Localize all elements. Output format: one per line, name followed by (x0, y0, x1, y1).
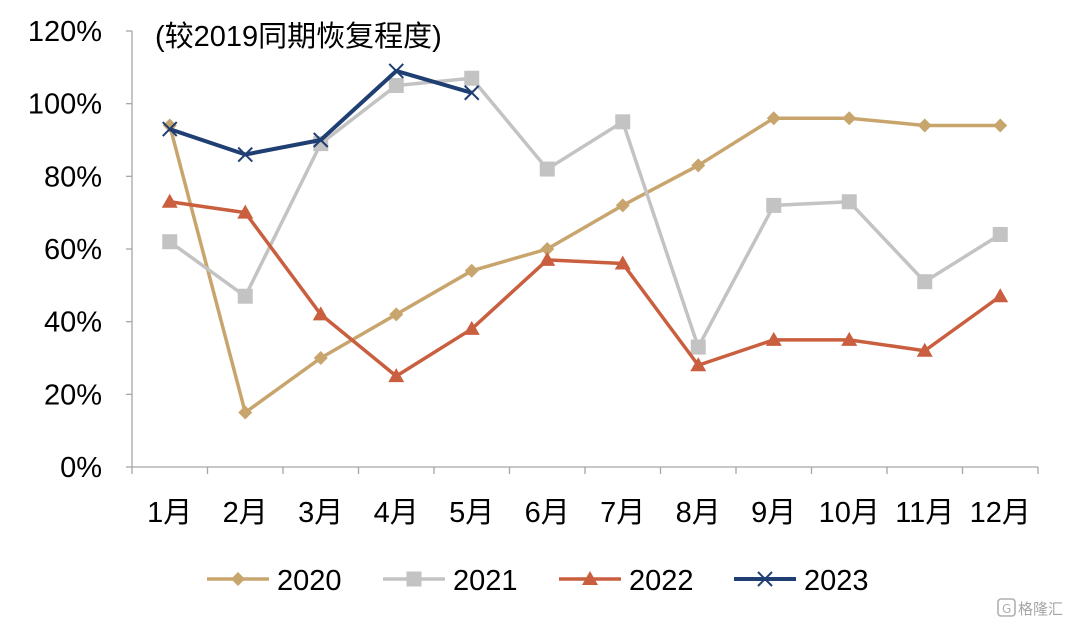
data-point (238, 405, 253, 420)
data-point (992, 226, 1008, 242)
legend-label: 2021 (453, 565, 518, 597)
y-tick-label: 60% (44, 234, 102, 266)
legend-item-2022: 2022 (559, 565, 694, 597)
data-point (917, 274, 933, 290)
x-tick-label: 5月 (449, 497, 494, 529)
x-tick-label: 10月 (819, 497, 880, 529)
y-tick-label: 40% (44, 307, 102, 339)
x-tick-label: 11月 (895, 497, 954, 529)
y-tick-label: 20% (44, 379, 102, 411)
data-point (388, 63, 404, 79)
data-point (916, 342, 933, 357)
data-point (766, 197, 782, 213)
legend-label: 2020 (277, 565, 342, 597)
axes: 0% 20% 40% 60% 80% 100% 120% 1月 2月 3月 4月 5月 6月 7月 8月 9月… (28, 16, 1039, 529)
data-point-stroke (388, 63, 404, 79)
data-point (237, 204, 254, 219)
legend: 2020 2021 2022 2023 (207, 565, 869, 597)
data-point (614, 255, 631, 270)
data-point (917, 118, 932, 133)
data-point (993, 118, 1008, 133)
x-tick-label: 9月 (751, 497, 796, 529)
data-point (766, 111, 781, 126)
data-point-stroke (162, 121, 178, 137)
data-point (690, 357, 707, 372)
data-point (463, 320, 480, 335)
data-point (615, 198, 630, 213)
data-point (841, 331, 858, 346)
series-layer (161, 63, 1009, 420)
watermark: G 格隆汇 (997, 598, 1063, 618)
x-tick-label: 3月 (298, 497, 343, 529)
data-point (539, 161, 555, 177)
data-point (237, 288, 253, 304)
legend-item-2023: 2023 (734, 565, 869, 597)
data-point (539, 251, 556, 266)
data-point (464, 70, 480, 86)
data-point (842, 111, 857, 126)
data-point (162, 121, 178, 137)
x-tick-label: 8月 (676, 497, 721, 529)
y-tick-label: 0% (60, 452, 102, 484)
data-point (313, 132, 329, 148)
series-line (168, 76, 1002, 349)
data-point-stroke (313, 132, 329, 148)
y-tick-label: 80% (44, 161, 102, 193)
series-2020 (162, 111, 1008, 420)
watermark-text: 格隆汇 (1018, 600, 1063, 618)
series-2023 (162, 63, 480, 163)
data-point (313, 351, 328, 365)
x-tick-label: 7月 (600, 497, 645, 529)
g-logo-icon (997, 598, 1016, 617)
y-tick-label: 120% (28, 16, 102, 48)
data-point (757, 571, 773, 587)
data-point (615, 114, 631, 130)
series-2022 (161, 193, 1009, 383)
data-point-stroke (237, 146, 253, 163)
data-point (237, 146, 253, 163)
y-tick-label: 100% (28, 89, 102, 121)
x-tick-label: 12月 (970, 497, 1031, 529)
data-point (765, 331, 782, 346)
data-point (389, 307, 404, 322)
data-point (406, 571, 422, 587)
series-2021 (162, 70, 1008, 355)
data-point (690, 339, 706, 355)
legend-item-2020: 2020 (207, 565, 342, 597)
data-point (388, 368, 405, 383)
data-point (388, 78, 404, 93)
series-line (168, 116, 1001, 415)
data-point (464, 85, 480, 101)
data-point (992, 288, 1009, 303)
data-point-stroke (757, 571, 773, 587)
data-point (464, 263, 479, 278)
series-line (169, 200, 1002, 378)
watermark-g-glyph: G (1002, 602, 1011, 616)
data-point (162, 234, 178, 250)
legend-item-2021: 2021 (383, 565, 518, 597)
data-point (691, 158, 706, 173)
x-tick-label: 2月 (223, 497, 268, 529)
x-tick-label: 6月 (525, 497, 570, 529)
data-point-stroke (464, 85, 480, 101)
data-point (540, 242, 555, 256)
data-point (312, 306, 329, 321)
x-tick-label: 1月 (147, 497, 192, 529)
data-point (582, 571, 598, 585)
legend-label: 2023 (804, 565, 869, 597)
x-tick-label: 4月 (374, 497, 419, 529)
chart-title: (较2019同期恢复程度) (155, 20, 442, 53)
legend-label: 2022 (629, 565, 694, 597)
data-point (161, 193, 178, 208)
data-point (841, 194, 857, 210)
data-point (231, 572, 245, 586)
